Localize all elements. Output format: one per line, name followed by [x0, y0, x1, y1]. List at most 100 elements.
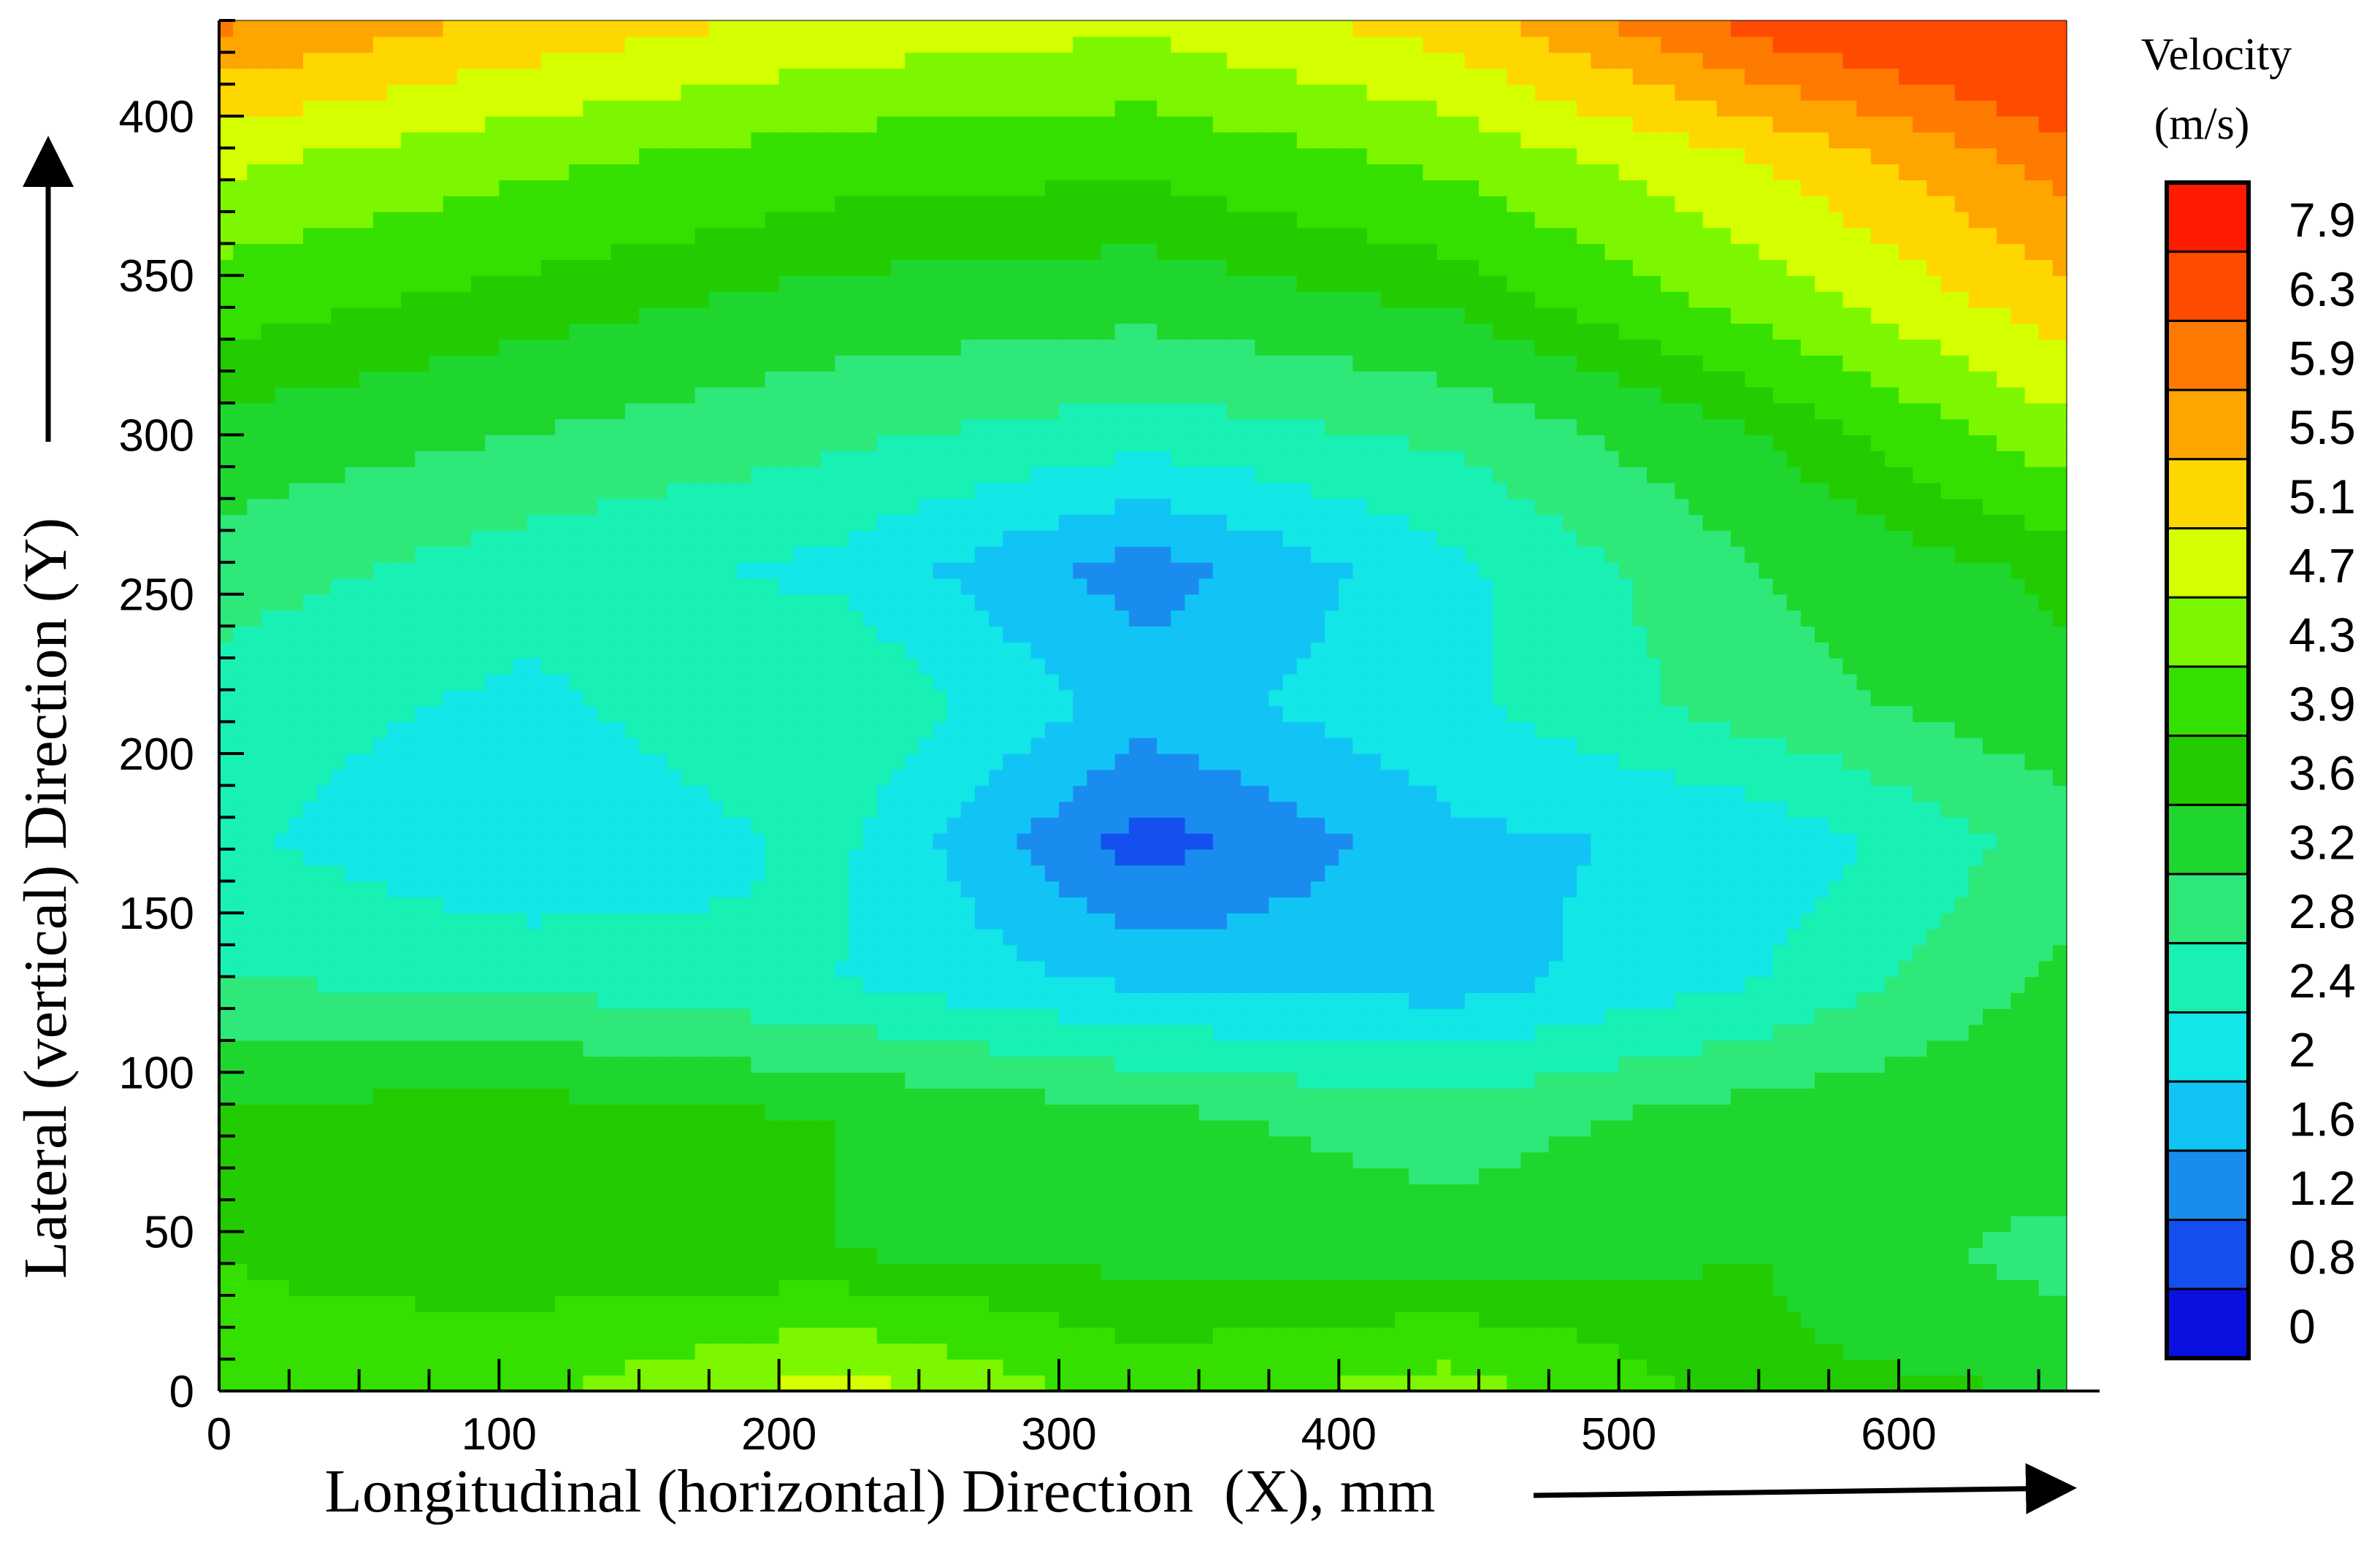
contour-cell [471, 1231, 486, 1249]
contour-cell [513, 1008, 528, 1025]
contour-cell [1493, 944, 1507, 962]
contour-cell [583, 1104, 598, 1121]
contour-cell [653, 817, 667, 834]
contour-cell [387, 785, 402, 802]
contour-cell [1059, 913, 1074, 930]
contour-cell [1143, 1168, 1158, 1184]
contour-cell [583, 865, 598, 882]
contour-cell [1311, 1168, 1325, 1184]
contour-cell [1450, 976, 1466, 993]
contour-cell [975, 976, 990, 993]
contour-cell [1073, 976, 1087, 993]
contour-cell [792, 1119, 808, 1137]
contour-cell [1255, 848, 1270, 866]
contour-cell [372, 1295, 388, 1312]
contour-cell [247, 913, 262, 930]
contour-cell [1632, 1152, 1648, 1169]
contour-cell [1997, 1072, 2011, 1089]
contour-cell [1815, 1343, 1829, 1360]
contour-cell [1352, 976, 1368, 993]
contour-cell [1716, 1056, 1732, 1073]
contour-cell [835, 1040, 850, 1057]
contour-cell [1339, 817, 1354, 834]
contour-cell [1815, 1104, 1829, 1121]
contour-cell [891, 1024, 906, 1041]
contour-cell [765, 1200, 780, 1216]
contour-cell [1786, 897, 1802, 913]
contour-cell [1366, 976, 1382, 993]
contour-cell [261, 960, 276, 978]
contour-cell [456, 1200, 472, 1216]
contour-cell [1450, 1327, 1466, 1344]
contour-cell [1059, 1168, 1074, 1184]
contour-cell [1185, 1327, 1200, 1344]
contour-cell [1198, 976, 1214, 993]
contour-cell [1423, 1135, 1438, 1153]
contour-plot-area [219, 20, 2067, 1392]
contour-cell [946, 1152, 962, 1169]
contour-cell [2010, 929, 2026, 946]
contour-cell [1296, 1231, 1312, 1249]
contour-cell [723, 897, 738, 913]
contour-cell [1800, 848, 1815, 866]
contour-cell [1548, 1152, 1564, 1169]
contour-cell [1604, 881, 1620, 898]
contour-cell [1618, 1311, 1634, 1328]
contour-cell [919, 1119, 934, 1137]
contour-cell [1073, 1072, 1087, 1089]
contour-cell [485, 1008, 500, 1025]
contour-cell [1311, 944, 1325, 962]
contour-cell [443, 992, 458, 1009]
contour-cell [1829, 1359, 1843, 1376]
contour-cell [583, 1215, 598, 1233]
contour-cell [1311, 1295, 1325, 1312]
contour-cell [611, 1343, 626, 1360]
contour-cell [1563, 1231, 1577, 1249]
contour-cell [611, 1200, 626, 1216]
contour-cell [1563, 1343, 1577, 1360]
contour-cell [1269, 1008, 1284, 1025]
contour-cell [946, 913, 962, 930]
contour-cell [737, 913, 751, 930]
contour-cell [1940, 1024, 1956, 1041]
contour-cell [1198, 944, 1214, 962]
contour-cell [247, 1263, 262, 1280]
contour-cell [1534, 881, 1550, 898]
contour-cell [233, 929, 248, 946]
contour-cell [1493, 897, 1507, 913]
contour-cell [1940, 1119, 1956, 1137]
contour-cell [1563, 1152, 1577, 1169]
contour-cell [288, 1295, 304, 1312]
contour-cell [1856, 1104, 1872, 1121]
contour-cell [1843, 913, 1858, 930]
contour-cell [401, 913, 416, 930]
contour-cell [960, 1168, 976, 1184]
contour-cell [653, 944, 667, 962]
contour-cell [919, 881, 934, 898]
contour-cell [1618, 944, 1634, 962]
contour-cell [2038, 817, 2054, 834]
contour-cell [247, 1247, 262, 1264]
contour-cell [456, 1040, 472, 1057]
contour-cell [1591, 929, 1606, 946]
contour-cell [1380, 1088, 1396, 1105]
contour-cell [876, 1040, 892, 1057]
contour-cell [1157, 913, 1171, 930]
contour-cell [624, 960, 640, 978]
contour-cell [1618, 1247, 1634, 1264]
contour-cell [1464, 1231, 1480, 1249]
contour-cell [1030, 865, 1046, 882]
contour-cell [905, 1311, 919, 1328]
contour-cell [1534, 1327, 1550, 1344]
contour-cell [1339, 833, 1354, 850]
contour-cell [456, 1168, 472, 1184]
contour-cell [1227, 1088, 1241, 1105]
contour-cell [1409, 1375, 1423, 1392]
contour-cell [807, 929, 822, 946]
contour-cell [317, 1008, 332, 1025]
contour-cell [624, 1024, 640, 1041]
contour-cell [989, 1295, 1003, 1312]
contour-cell [681, 1119, 696, 1137]
contour-cell [1843, 1168, 1858, 1184]
contour-cell [527, 944, 542, 962]
